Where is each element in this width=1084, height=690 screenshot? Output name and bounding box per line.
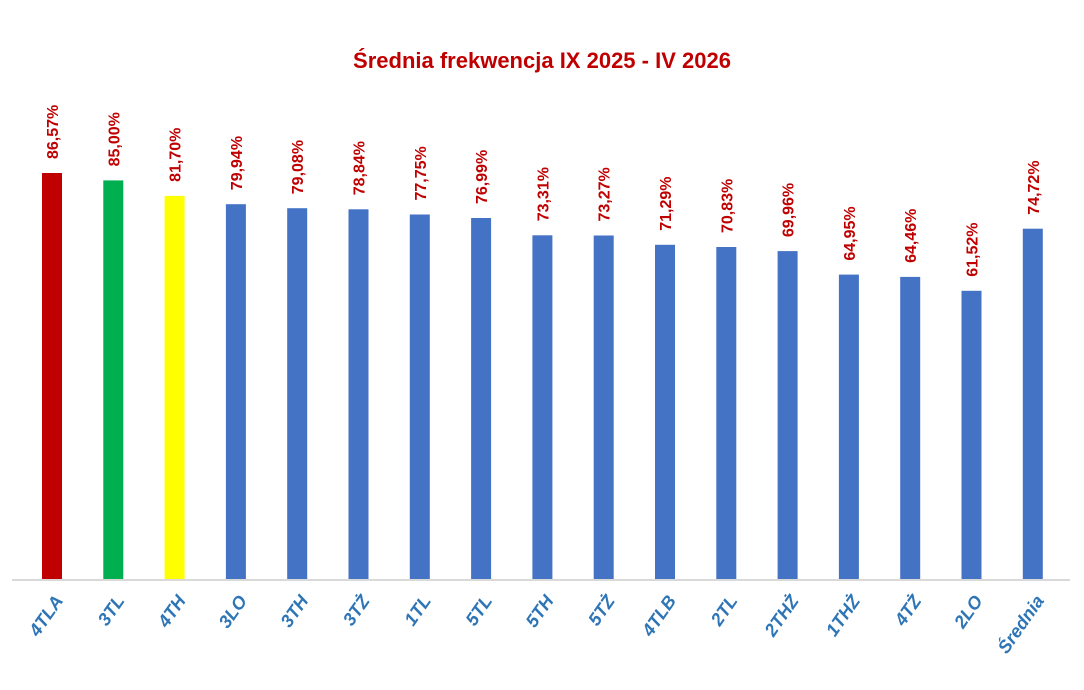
data-label: 77,75%: [413, 146, 430, 200]
bar: [593, 235, 614, 580]
tick-label: 5TL: [462, 592, 497, 630]
tick-label: 4TLB: [637, 592, 680, 641]
data-label: 73,27%: [597, 167, 614, 221]
tick-label: 2TL: [706, 592, 741, 631]
chart-title: Średnia frekwencja IX 2025 - IV 2026: [353, 48, 731, 73]
tick-label: 3TH: [276, 591, 312, 631]
tick-label: 4TH: [153, 591, 190, 632]
bar: [103, 180, 124, 580]
bar: [348, 209, 369, 581]
tick-label: 5TŻ: [584, 591, 619, 630]
data-label: 64,95%: [842, 206, 859, 260]
tick-label: 3TL: [94, 592, 129, 630]
tick-label: 2LO: [950, 592, 987, 633]
data-label: 69,96%: [781, 183, 798, 237]
data-label: 71,29%: [658, 177, 675, 231]
tick-label: 3LO: [215, 592, 251, 632]
data-label: 79,08%: [290, 140, 307, 194]
data-label: 61,52%: [965, 223, 982, 277]
data-label: 73,31%: [535, 167, 552, 221]
data-label: 81,70%: [168, 128, 185, 182]
bar: [42, 173, 62, 580]
tick-label: Średnia: [993, 591, 1048, 657]
bar: [409, 214, 430, 580]
bar: [777, 251, 798, 580]
tick-label: 1THŻ: [822, 591, 865, 640]
tick-label: 4TLA: [24, 592, 67, 641]
bar: [900, 276, 921, 580]
data-label: 64,46%: [903, 209, 920, 263]
bar: [164, 195, 185, 580]
bar: [1022, 228, 1043, 580]
data-label: 76,99%: [474, 150, 491, 204]
tick-label: 5TH: [522, 591, 558, 631]
bar: [532, 235, 553, 581]
data-label: 86,57%: [45, 105, 62, 159]
bar: [961, 290, 982, 580]
tick-label: 3TŻ: [339, 591, 374, 630]
bar: [716, 247, 737, 580]
tick-label: 2THŻ: [760, 591, 803, 641]
tick-label: 1TL: [400, 592, 435, 630]
data-label: 79,94%: [229, 136, 246, 190]
bar: [838, 274, 859, 580]
tick-label: 4TŻ: [890, 591, 926, 630]
data-label: 74,72%: [1026, 160, 1043, 214]
bar: [471, 218, 492, 580]
bar: [225, 204, 246, 580]
data-label: 78,84%: [352, 141, 369, 195]
bar: [655, 244, 675, 581]
bar: [287, 208, 308, 580]
data-label: 70,83%: [719, 179, 736, 233]
data-label: 85,00%: [106, 112, 123, 166]
